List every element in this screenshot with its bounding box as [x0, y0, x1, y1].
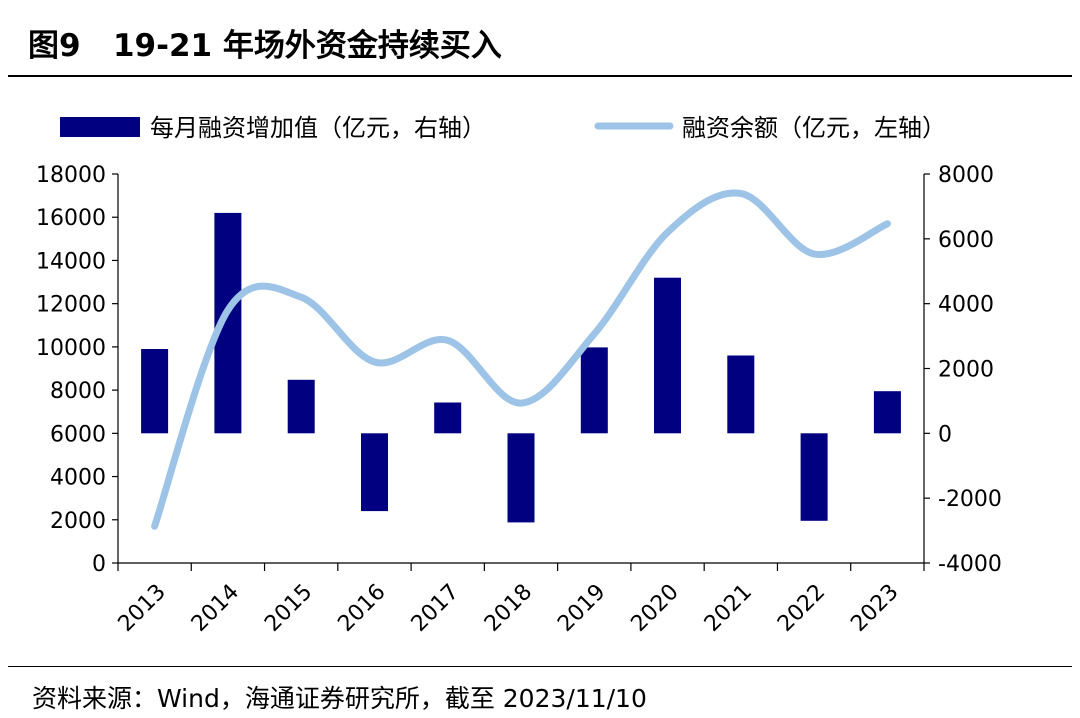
right-tick-label--2000: -2000 — [938, 487, 1002, 512]
x-tick-label-2016: 2016 — [333, 580, 390, 637]
bar-2023 — [873, 391, 901, 434]
bar-2022 — [800, 433, 828, 521]
legend-bar-swatch — [60, 117, 140, 137]
left-tick-label-12000: 12000 — [36, 293, 106, 318]
x-tick-label-2021: 2021 — [700, 580, 757, 637]
bar-2020 — [654, 277, 681, 434]
x-tick-label-2019: 2019 — [553, 580, 610, 637]
bar-series — [141, 212, 901, 523]
x-tick-label-2022: 2022 — [773, 580, 830, 637]
title-divider — [8, 75, 1072, 77]
legend-bar-label: 每月融资增加值（亿元，右轴） — [150, 114, 486, 142]
right-tick-label-2000: 2000 — [938, 358, 994, 383]
figure-title: 图9 19-21 年场外资金持续买入 — [28, 28, 502, 64]
right-tick-label-6000: 6000 — [938, 228, 994, 253]
bar-2017 — [434, 402, 462, 434]
bar-2019 — [580, 347, 608, 434]
left-tick-label-4000: 4000 — [50, 466, 106, 491]
right-tick-label-0: 0 — [938, 422, 952, 447]
bar-2015 — [287, 379, 315, 434]
right-tick-label-4000: 4000 — [938, 293, 994, 318]
bar-2013 — [141, 349, 169, 434]
x-tick-label-2018: 2018 — [480, 580, 537, 637]
left-tick-label-0: 0 — [92, 552, 106, 577]
source-note: 资料来源：Wind，海通证券研究所，截至 2023/11/10 — [32, 684, 647, 713]
x-tick-label-2020: 2020 — [627, 580, 684, 637]
x-tick-label-2014: 2014 — [187, 580, 244, 637]
x-tick-label-2023: 2023 — [846, 580, 903, 637]
source-divider — [8, 666, 1072, 667]
balance-line — [151, 189, 891, 530]
left-tick-label-2000: 2000 — [50, 509, 106, 534]
x-tick-label-2013: 2013 — [114, 580, 171, 637]
legend-line-label: 融资余额（亿元，左轴） — [682, 114, 946, 142]
x-tick-label-2017: 2017 — [407, 580, 464, 637]
x-tick-label-2015: 2015 — [260, 580, 317, 637]
bar-2016 — [361, 433, 388, 512]
right-tick-label--4000: -4000 — [938, 552, 1002, 577]
left-tick-label-14000: 14000 — [36, 249, 106, 274]
left-tick-label-18000: 18000 — [36, 163, 106, 188]
left-tick-label-6000: 6000 — [50, 422, 106, 447]
chart-legend: 每月融资增加值（亿元，右轴） 融资余额（亿元，左轴） — [60, 114, 946, 142]
left-tick-label-16000: 16000 — [36, 206, 106, 231]
bar-2018 — [507, 433, 535, 523]
left-tick-label-8000: 8000 — [50, 379, 106, 404]
chart: 每月融资增加值（亿元，右轴） 融资余额（亿元，左轴） 0 2000 4000 6000 8… — [36, 114, 1002, 637]
left-tick-label-10000: 10000 — [36, 336, 106, 361]
right-tick-label-8000: 8000 — [938, 163, 994, 188]
bar-2021 — [727, 355, 755, 434]
line-series — [151, 189, 891, 530]
